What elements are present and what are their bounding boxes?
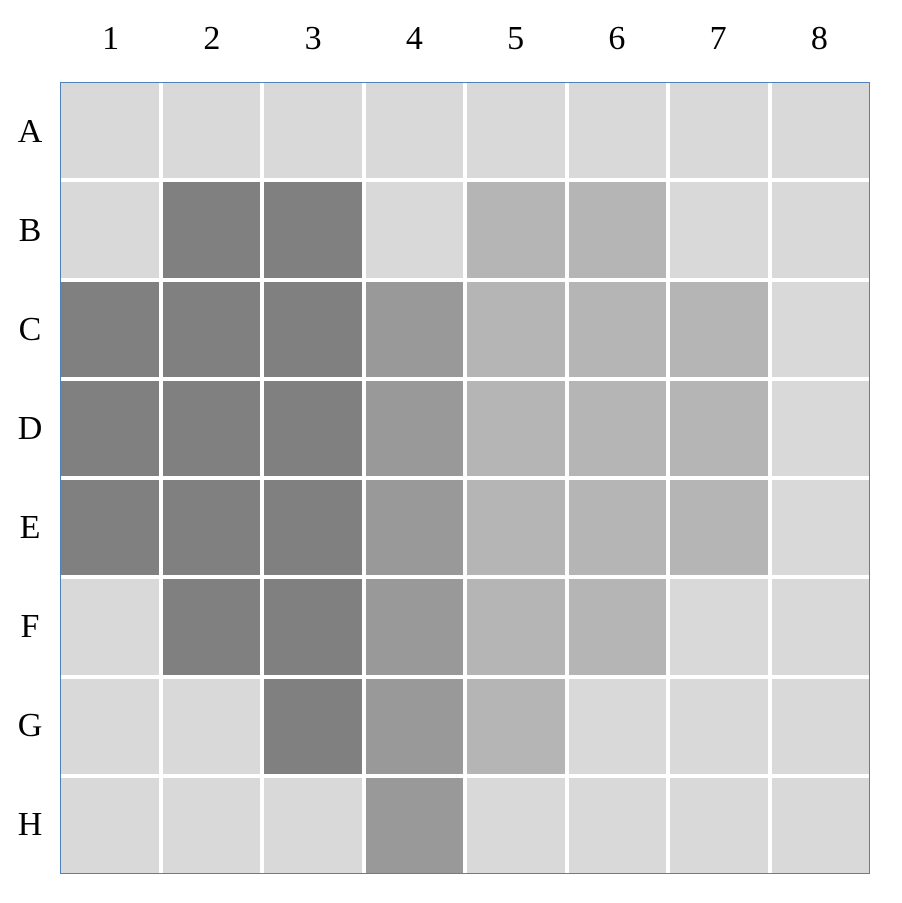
row-label-D: D [8, 379, 52, 478]
cell-F4 [366, 579, 464, 674]
col-label-1: 1 [60, 20, 161, 58]
cell-B6 [569, 182, 667, 277]
cell-A3 [264, 83, 362, 178]
cell-A1 [61, 83, 159, 178]
cell-E8 [772, 480, 870, 575]
col-label-8: 8 [769, 20, 870, 58]
cell-D2 [163, 381, 261, 476]
cell-C1 [61, 282, 159, 377]
cell-E1 [61, 480, 159, 575]
cell-G8 [772, 679, 870, 774]
cell-B7 [670, 182, 768, 277]
cell-E5 [467, 480, 565, 575]
cell-E3 [264, 480, 362, 575]
cell-E4 [366, 480, 464, 575]
cell-H1 [61, 778, 159, 873]
row-label-H: H [8, 775, 52, 874]
col-label-5: 5 [465, 20, 566, 58]
cell-G1 [61, 679, 159, 774]
row-labels: ABCDEFGH [8, 82, 52, 874]
col-label-7: 7 [668, 20, 769, 58]
col-label-2: 2 [161, 20, 262, 58]
col-label-3: 3 [263, 20, 364, 58]
cell-H8 [772, 778, 870, 873]
cell-D3 [264, 381, 362, 476]
cell-A7 [670, 83, 768, 178]
cell-F3 [264, 579, 362, 674]
row-label-A: A [8, 82, 52, 181]
cell-F1 [61, 579, 159, 674]
row-label-E: E [8, 478, 52, 577]
cell-A2 [163, 83, 261, 178]
cell-G6 [569, 679, 667, 774]
cell-G7 [670, 679, 768, 774]
heatmap-figure: { "heatmap": { "type": "heatmap", "rows"… [0, 0, 902, 903]
heatmap-grid-inner [61, 83, 869, 873]
heatmap-grid [60, 82, 870, 874]
row-label-G: G [8, 676, 52, 775]
cell-H3 [264, 778, 362, 873]
cell-C6 [569, 282, 667, 377]
cell-E7 [670, 480, 768, 575]
cell-B5 [467, 182, 565, 277]
cell-E2 [163, 480, 261, 575]
cell-C2 [163, 282, 261, 377]
cell-H2 [163, 778, 261, 873]
cell-B4 [366, 182, 464, 277]
cell-C4 [366, 282, 464, 377]
cell-E6 [569, 480, 667, 575]
cell-C5 [467, 282, 565, 377]
row-label-C: C [8, 280, 52, 379]
cell-B1 [61, 182, 159, 277]
cell-H4 [366, 778, 464, 873]
cell-G3 [264, 679, 362, 774]
cell-B2 [163, 182, 261, 277]
cell-C7 [670, 282, 768, 377]
cell-H5 [467, 778, 565, 873]
cell-B3 [264, 182, 362, 277]
cell-A6 [569, 83, 667, 178]
cell-A8 [772, 83, 870, 178]
cell-D4 [366, 381, 464, 476]
column-labels: 12345678 [60, 20, 870, 58]
row-label-F: F [8, 577, 52, 676]
cell-H6 [569, 778, 667, 873]
cell-C3 [264, 282, 362, 377]
cell-G2 [163, 679, 261, 774]
cell-B8 [772, 182, 870, 277]
cell-G4 [366, 679, 464, 774]
row-label-B: B [8, 181, 52, 280]
cell-F8 [772, 579, 870, 674]
cell-C8 [772, 282, 870, 377]
cell-D5 [467, 381, 565, 476]
cell-F5 [467, 579, 565, 674]
cell-H7 [670, 778, 768, 873]
cell-F2 [163, 579, 261, 674]
cell-D6 [569, 381, 667, 476]
cell-D7 [670, 381, 768, 476]
col-label-6: 6 [566, 20, 667, 58]
cell-F7 [670, 579, 768, 674]
cell-D8 [772, 381, 870, 476]
col-label-4: 4 [364, 20, 465, 58]
cell-D1 [61, 381, 159, 476]
cell-A4 [366, 83, 464, 178]
cell-A5 [467, 83, 565, 178]
cell-G5 [467, 679, 565, 774]
cell-F6 [569, 579, 667, 674]
